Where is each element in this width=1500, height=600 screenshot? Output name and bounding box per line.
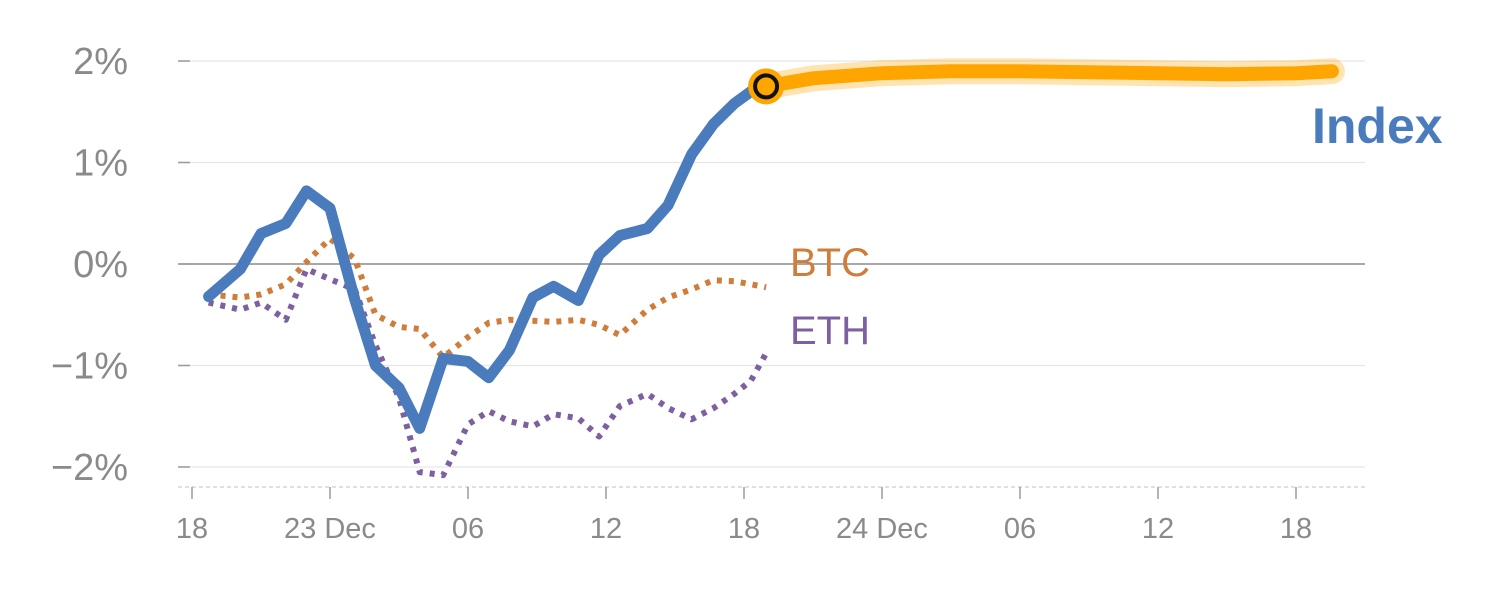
x-tick-label: 06: [452, 513, 484, 545]
series-line-btc: [208, 235, 767, 361]
x-tick-label: 06: [1004, 513, 1036, 545]
y-tick-label: −1%: [51, 346, 128, 388]
x-tick-label: 12: [1142, 513, 1174, 545]
series-lines: [203, 58, 1345, 479]
forecast-line-index: [759, 64, 1339, 94]
x-tick-label: 24 Dec: [836, 513, 928, 545]
y-tick-label: −2%: [51, 447, 128, 489]
x-tick-label: 12: [590, 513, 622, 545]
series-label-eth: ETH: [790, 309, 870, 353]
x-tick-label: 18: [176, 513, 208, 545]
series-label-index: Index: [1312, 98, 1443, 154]
series-label-btc: BTC: [790, 241, 870, 285]
x-axis: 18 23 Dec 06 12 18 24 Dec 06 12 18: [176, 486, 1365, 545]
x-tick-label: 18: [1280, 513, 1312, 545]
y-tick-label: 0%: [73, 244, 128, 286]
x-tick-label: 18: [728, 513, 760, 545]
y-tick-label: 2%: [73, 41, 128, 83]
current-point-marker: [753, 73, 780, 100]
series-line-index: [203, 80, 772, 434]
y-axis: 2% 1% 0% −1% −2%: [51, 41, 190, 489]
y-tick-label: 1%: [73, 143, 128, 185]
x-tick-label: 23 Dec: [284, 513, 376, 545]
